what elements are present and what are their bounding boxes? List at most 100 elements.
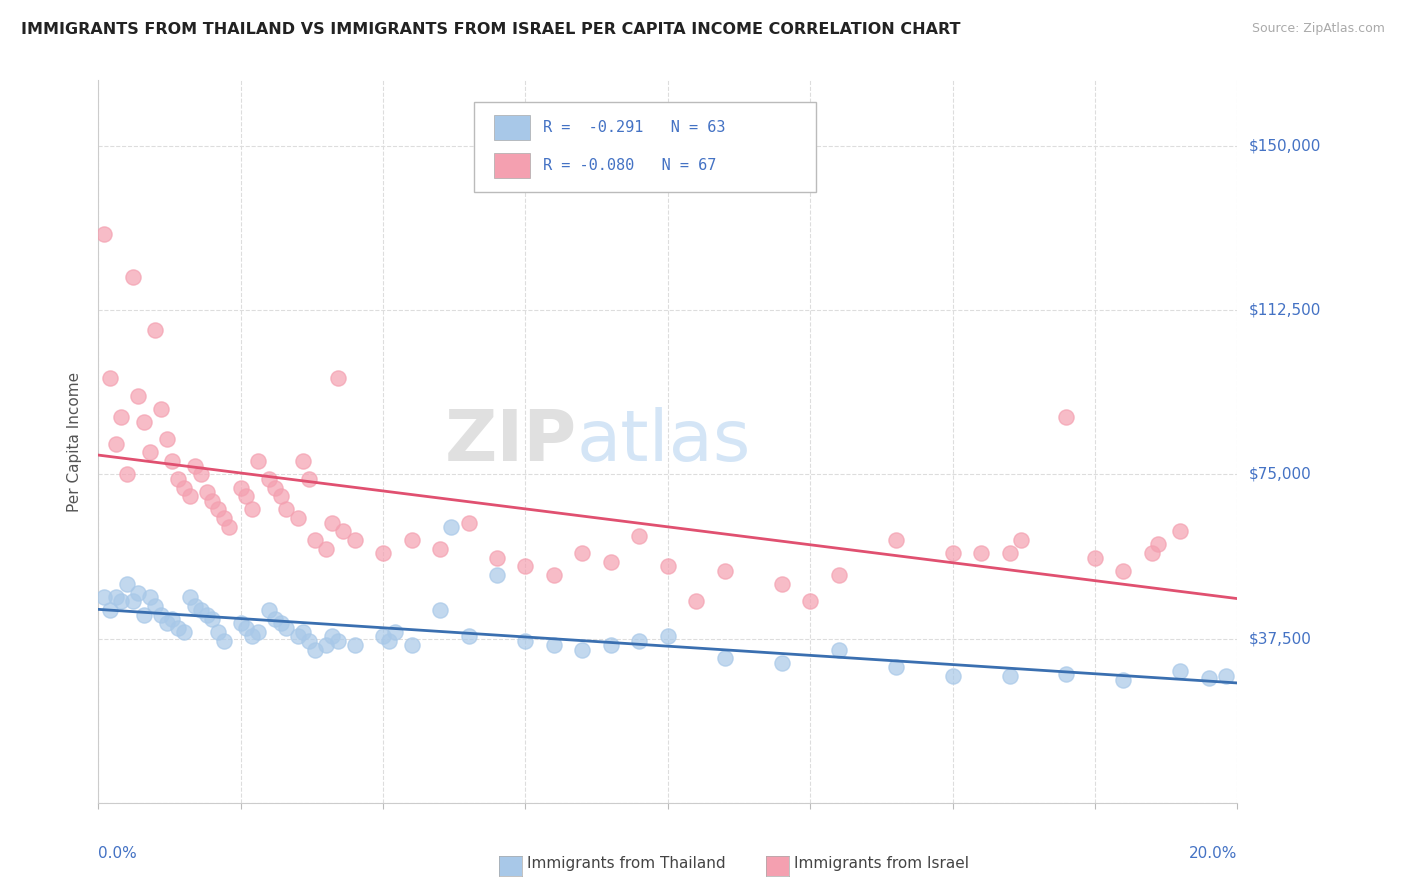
Point [104,590,127,604]
Point [110,410,132,425]
Point [343,533,366,547]
Point [571,546,593,560]
Point [401,638,423,652]
Text: $112,500: $112,500 [1249,302,1320,318]
Point [714,651,737,665]
Point [110,594,132,608]
Point [115,467,138,482]
Point [326,633,349,648]
Point [246,625,269,640]
Point [457,516,479,530]
Y-axis label: Per Capita Income: Per Capita Income [67,371,83,512]
Point [104,436,127,450]
Point [315,541,337,556]
Point [127,388,149,402]
Point [195,484,218,499]
Bar [494,153,530,178]
Point [207,625,229,640]
Point [1112,673,1135,688]
Text: $37,500: $37,500 [1249,632,1312,646]
Point [600,638,623,652]
Point [229,616,252,631]
Point [167,472,190,486]
Point [970,546,993,560]
Point [235,621,257,635]
Point [138,445,160,459]
Point [1010,533,1032,547]
Point [1198,671,1220,685]
Point [1170,665,1192,679]
Point [138,590,160,604]
Point [98,371,121,385]
Point [156,433,179,447]
Point [378,633,401,648]
Text: 0.0%: 0.0% [98,847,138,861]
Point [235,489,257,503]
Point [150,401,173,416]
Point [942,546,965,560]
Point [714,564,737,578]
Point [132,607,155,622]
Point [98,603,121,617]
Point [1112,564,1135,578]
Point [179,489,201,503]
Point [332,524,354,539]
Point [429,603,451,617]
Point [264,481,287,495]
Point [373,629,395,643]
Text: ZIP: ZIP [444,407,576,476]
Point [212,511,235,525]
Text: $75,000: $75,000 [1249,467,1312,482]
Point [132,415,155,429]
Point [184,458,207,473]
Point [145,599,167,613]
Point [276,502,298,516]
Point [156,616,179,631]
Point [799,594,821,608]
FancyBboxPatch shape [474,102,815,193]
Point [229,481,252,495]
Text: Immigrants from Thailand: Immigrants from Thailand [527,856,725,871]
Text: R =  -0.291   N = 63: R = -0.291 N = 63 [543,120,725,135]
Point [173,481,195,495]
Point [600,555,623,569]
Point [457,629,479,643]
Point [942,669,965,683]
Point [304,533,326,547]
Point [628,529,651,543]
Point [184,599,207,613]
Point [543,568,565,582]
Point [121,594,143,608]
Text: $150,000: $150,000 [1249,138,1320,153]
Point [270,489,292,503]
Point [246,454,269,468]
Point [93,227,115,241]
Text: IMMIGRANTS FROM THAILAND VS IMMIGRANTS FROM ISRAEL PER CAPITA INCOME CORRELATION: IMMIGRANTS FROM THAILAND VS IMMIGRANTS F… [21,22,960,37]
Point [657,629,679,643]
Point [828,568,851,582]
Point [326,371,349,385]
Point [93,590,115,604]
Point [515,633,537,648]
Point [828,642,851,657]
Point [515,559,537,574]
Point [343,638,366,652]
Point [287,629,309,643]
Point [173,625,195,640]
Point [207,502,229,516]
Point [571,642,593,657]
Point [486,550,509,565]
Point [292,454,315,468]
Bar [494,115,530,140]
Point [1056,666,1078,681]
Point [298,633,321,648]
Point [884,533,907,547]
Point [212,633,235,648]
Point [145,323,167,337]
Point [998,546,1021,560]
Point [167,621,190,635]
Point [657,559,679,574]
Point [685,594,707,608]
Point [162,612,184,626]
Point [1140,546,1163,560]
